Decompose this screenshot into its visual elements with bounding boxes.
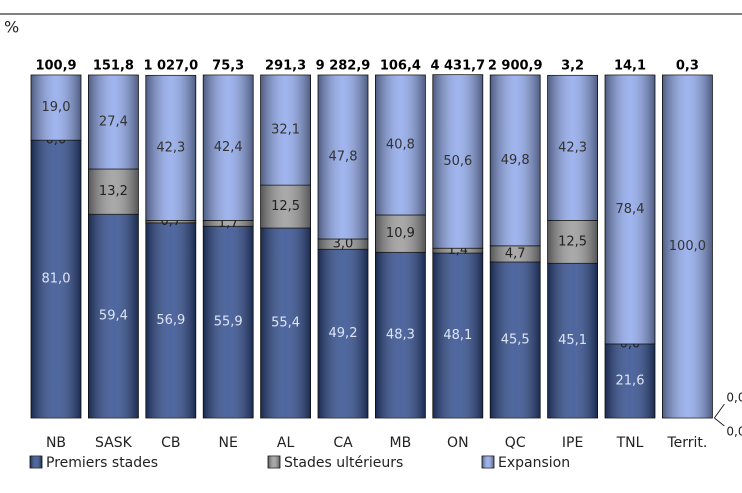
value-label: 42,3: [156, 140, 185, 155]
x-tick-label: QC: [505, 435, 526, 451]
value-label: 40,8: [386, 137, 415, 152]
bar-shading: [88, 214, 139, 418]
y-axis-label: %: [4, 18, 19, 37]
bar-shading: [318, 75, 368, 239]
value-label: 49,2: [329, 326, 358, 341]
bar-shading: [88, 168, 139, 215]
bar-shading: [145, 222, 196, 418]
x-tick-label: CA: [333, 435, 353, 451]
total-label: 1 027,0: [143, 59, 198, 74]
total-label: 106,4: [380, 59, 421, 74]
value-label: 48,1: [443, 328, 472, 343]
value-label: 19,0: [42, 100, 71, 115]
bar-shading: [31, 75, 81, 141]
label-arrow: [714, 417, 725, 427]
total-label: 100,9: [35, 59, 76, 74]
x-tick-label: Territ.: [666, 435, 707, 451]
value-label: 4,7: [505, 246, 526, 261]
label-arrow: [713, 403, 725, 419]
bar-shading: [260, 185, 311, 228]
bar-shading: [145, 220, 196, 223]
bar-shading: [145, 75, 196, 221]
total-label: 151,8: [93, 59, 134, 74]
legend-shading: [268, 456, 280, 468]
x-tick-label: ON: [447, 435, 469, 451]
value-label: 10,9: [386, 226, 415, 241]
bar-shading: [260, 75, 311, 186]
bar-shading: [318, 238, 368, 250]
bar-shading: [432, 248, 483, 254]
value-label: 50,6: [443, 154, 472, 169]
bar-shading: [375, 252, 426, 418]
total-label: 14,1: [614, 59, 646, 74]
value-label: 42,4: [214, 140, 243, 155]
bar-shading: [375, 75, 426, 215]
bar-shading: [318, 249, 368, 418]
legend-shading: [30, 456, 42, 468]
value-label: 48,3: [386, 328, 415, 343]
value-label: 45,5: [501, 332, 530, 347]
value-label: 0,0: [726, 391, 742, 405]
value-label: 55,4: [271, 315, 300, 330]
value-label: 21,6: [616, 373, 645, 388]
legend-label: Stades ultérieurs: [284, 455, 403, 471]
bar-shading: [432, 74, 483, 249]
value-label: 3,0: [333, 237, 354, 252]
x-tick-label: TNL: [616, 435, 644, 451]
legend-label: Expansion: [498, 455, 570, 471]
value-label: 100,0: [669, 239, 706, 254]
total-label: 3,2: [561, 59, 584, 74]
bar-shading: [605, 343, 655, 418]
bar-shading: [203, 226, 254, 418]
bar-shading: [31, 140, 81, 419]
bar-shading: [490, 261, 541, 418]
bar-shading: [432, 253, 483, 418]
bar-shading: [88, 75, 139, 169]
x-tick-label: MB: [390, 435, 412, 451]
value-label: 78,4: [616, 202, 645, 217]
bar-shading: [547, 263, 598, 418]
total-label: 291,3: [265, 59, 306, 74]
legend-shading: [482, 456, 494, 468]
bar-shading: [490, 245, 541, 262]
value-label: 59,4: [99, 309, 128, 324]
bar-shading: [203, 75, 254, 221]
legend-label: Premiers stades: [46, 455, 158, 471]
x-tick-label: CB: [161, 435, 180, 451]
value-label: 42,3: [558, 140, 587, 155]
bar-shading: [260, 227, 311, 418]
bar-shading: [203, 220, 254, 227]
value-label: 81,0: [42, 272, 71, 287]
total-label: 0,3: [676, 59, 699, 74]
value-label: 49,8: [501, 153, 530, 168]
value-label: 55,9: [214, 315, 243, 330]
value-label: 56,9: [156, 313, 185, 328]
bar-shading: [547, 220, 598, 264]
bar-shading: [662, 75, 713, 418]
x-tick-label: IPE: [562, 435, 583, 451]
bar-shading: [375, 214, 426, 253]
value-label: 27,4: [99, 114, 128, 129]
value-label: 13,2: [99, 184, 128, 199]
total-label: 2 900,9: [488, 59, 543, 74]
x-tick-label: NE: [219, 435, 238, 451]
value-label: 45,1: [558, 333, 587, 348]
value-label: 12,5: [558, 234, 587, 249]
bar-shading: [605, 75, 655, 344]
value-label: 0,0: [726, 425, 742, 439]
value-label: 32,1: [271, 123, 300, 138]
total-label: 4 431,7: [430, 59, 485, 74]
total-label: 75,3: [212, 59, 244, 74]
x-tick-label: AL: [277, 435, 295, 451]
value-label: 47,8: [329, 149, 358, 164]
x-tick-label: NB: [46, 435, 66, 451]
total-label: 9 282,9: [316, 59, 371, 74]
bar-shading: [547, 75, 598, 221]
value-label: 12,5: [271, 199, 300, 214]
x-tick-label: SASK: [95, 435, 133, 451]
bar-shading: [490, 75, 541, 246]
